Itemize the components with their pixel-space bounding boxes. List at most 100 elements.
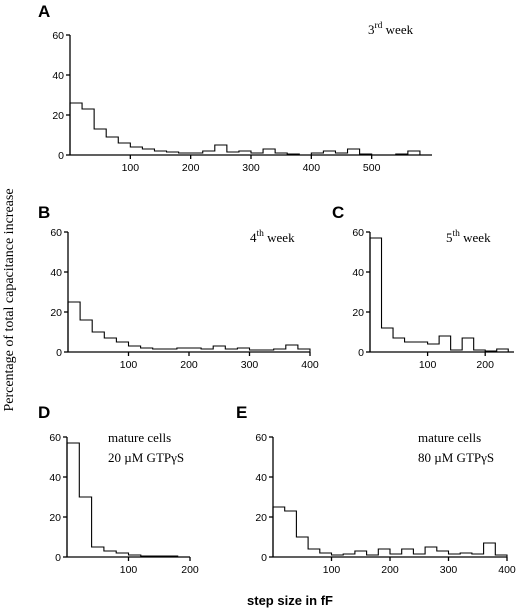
histogram-bin xyxy=(142,149,154,155)
histogram-bin xyxy=(497,349,509,352)
x-tick-label: 300 xyxy=(242,162,260,174)
histogram-bin xyxy=(413,554,425,557)
y-tick-label: 60 xyxy=(255,432,267,444)
x-axis-label: step size in fF xyxy=(247,593,333,608)
x-tick-label: 100 xyxy=(120,359,138,371)
y-tick-label: 0 xyxy=(58,150,64,162)
histogram-bin xyxy=(79,497,91,557)
histogram-bin xyxy=(286,345,298,352)
histogram-bin xyxy=(92,547,104,557)
x-tick-label: 400 xyxy=(303,162,321,174)
histogram-bin xyxy=(189,348,201,352)
y-tick-label: 40 xyxy=(255,472,267,484)
histogram-bin xyxy=(167,152,179,155)
histogram-bin xyxy=(298,349,310,352)
histogram-bin xyxy=(370,238,382,352)
y-axis-label: Percentage of total capacitance increase xyxy=(2,188,17,411)
y-tick-label: 20 xyxy=(52,110,64,122)
histogram-bin xyxy=(360,154,372,155)
panel-annotation: 4th week xyxy=(250,229,295,245)
histogram-bin xyxy=(116,553,128,557)
histogram-bin xyxy=(129,346,141,352)
histogram-bin xyxy=(153,349,165,352)
panel-e: E 0 20 40 60 100 200 300 400 mature cells 80 µM GT… xyxy=(236,403,516,576)
x-tick-label: 100 xyxy=(120,564,138,576)
panel-b: B 0 20 40 60 100 200 300 400 4th week xyxy=(38,203,319,371)
y-tick-label: 40 xyxy=(352,267,364,279)
histogram-bin xyxy=(118,143,130,155)
histogram-bin xyxy=(237,348,249,352)
y-tick-label: 60 xyxy=(352,227,364,239)
x-tick-label: 500 xyxy=(363,162,381,174)
histogram-bin xyxy=(225,349,237,352)
histogram-bin xyxy=(287,154,299,155)
panel-annotation-line: mature cells xyxy=(108,430,171,445)
histogram-bin xyxy=(116,342,128,352)
histogram-bin xyxy=(425,547,437,557)
histogram-bin xyxy=(251,153,263,155)
histogram-bin xyxy=(348,149,360,155)
y-tick-label: 20 xyxy=(255,512,267,524)
y-tick-label: 40 xyxy=(49,472,61,484)
panel-c: C 0 20 40 60 100 200 5th week xyxy=(332,203,514,371)
y-tick-label: 0 xyxy=(261,552,267,564)
histogram-bin xyxy=(408,151,420,155)
y-tick-label: 20 xyxy=(49,512,61,524)
histogram-bin xyxy=(484,543,496,557)
panel-letter: C xyxy=(332,203,344,222)
histogram-bin xyxy=(451,350,463,352)
histogram-bin xyxy=(273,507,285,557)
panel-annotation-line: mature cells xyxy=(418,430,481,445)
x-tick-label: 300 xyxy=(241,359,259,371)
histogram-bin xyxy=(311,153,323,155)
histogram-bin xyxy=(405,342,417,352)
histogram-bin xyxy=(80,320,92,352)
y-tick-label: 40 xyxy=(50,267,62,279)
x-tick-label: 300 xyxy=(440,564,458,576)
histogram-series xyxy=(272,506,508,557)
x-tick-label: 200 xyxy=(182,162,200,174)
x-tick-label: 200 xyxy=(180,359,198,371)
histogram-bin xyxy=(129,555,141,557)
y-tick-label: 0 xyxy=(56,347,62,359)
histogram-bin xyxy=(141,348,153,352)
histogram-bin xyxy=(263,149,275,155)
histogram-bin xyxy=(179,153,191,155)
histogram-bin xyxy=(274,349,286,352)
histogram-bin xyxy=(416,342,428,352)
x-tick-label: 100 xyxy=(323,564,341,576)
histogram-bin xyxy=(106,137,118,155)
histogram-bin xyxy=(378,549,390,557)
histogram-bin xyxy=(94,129,106,155)
histogram-bin xyxy=(285,511,297,557)
histogram-bin xyxy=(191,153,203,155)
x-tick-label: 400 xyxy=(498,564,516,576)
histogram-bin xyxy=(275,153,287,155)
histogram-bin xyxy=(227,152,239,155)
histogram-series xyxy=(66,442,190,558)
x-tick-label: 200 xyxy=(181,564,199,576)
histogram-bin xyxy=(428,344,440,352)
panel-letter: D xyxy=(38,403,50,422)
panel-letter: A xyxy=(38,2,50,21)
panel-a: A 0 20 40 60 100 200 300 400 500 3rd week xyxy=(38,2,432,174)
histogram-bin xyxy=(402,549,414,557)
histogram-bin xyxy=(92,332,104,352)
histogram-bin xyxy=(472,554,484,557)
histogram-bin xyxy=(308,549,320,557)
histogram-bin xyxy=(343,554,355,557)
histogram-bin xyxy=(320,553,332,557)
x-tick-label: 200 xyxy=(381,564,399,576)
histogram-bin xyxy=(396,154,408,155)
panel-annotation-line: 80 µM GTPγS xyxy=(418,450,494,465)
histogram-bin xyxy=(449,554,461,557)
histogram-bin xyxy=(68,302,80,352)
histogram-bin xyxy=(332,555,344,557)
panel-annotation-line: 20 µM GTPγS xyxy=(108,450,184,465)
y-tick-label: 0 xyxy=(55,552,61,564)
histogram-bin xyxy=(335,153,347,155)
histogram-bin xyxy=(367,555,379,557)
histogram-bin xyxy=(70,103,82,155)
x-tick-label: 400 xyxy=(301,359,319,371)
